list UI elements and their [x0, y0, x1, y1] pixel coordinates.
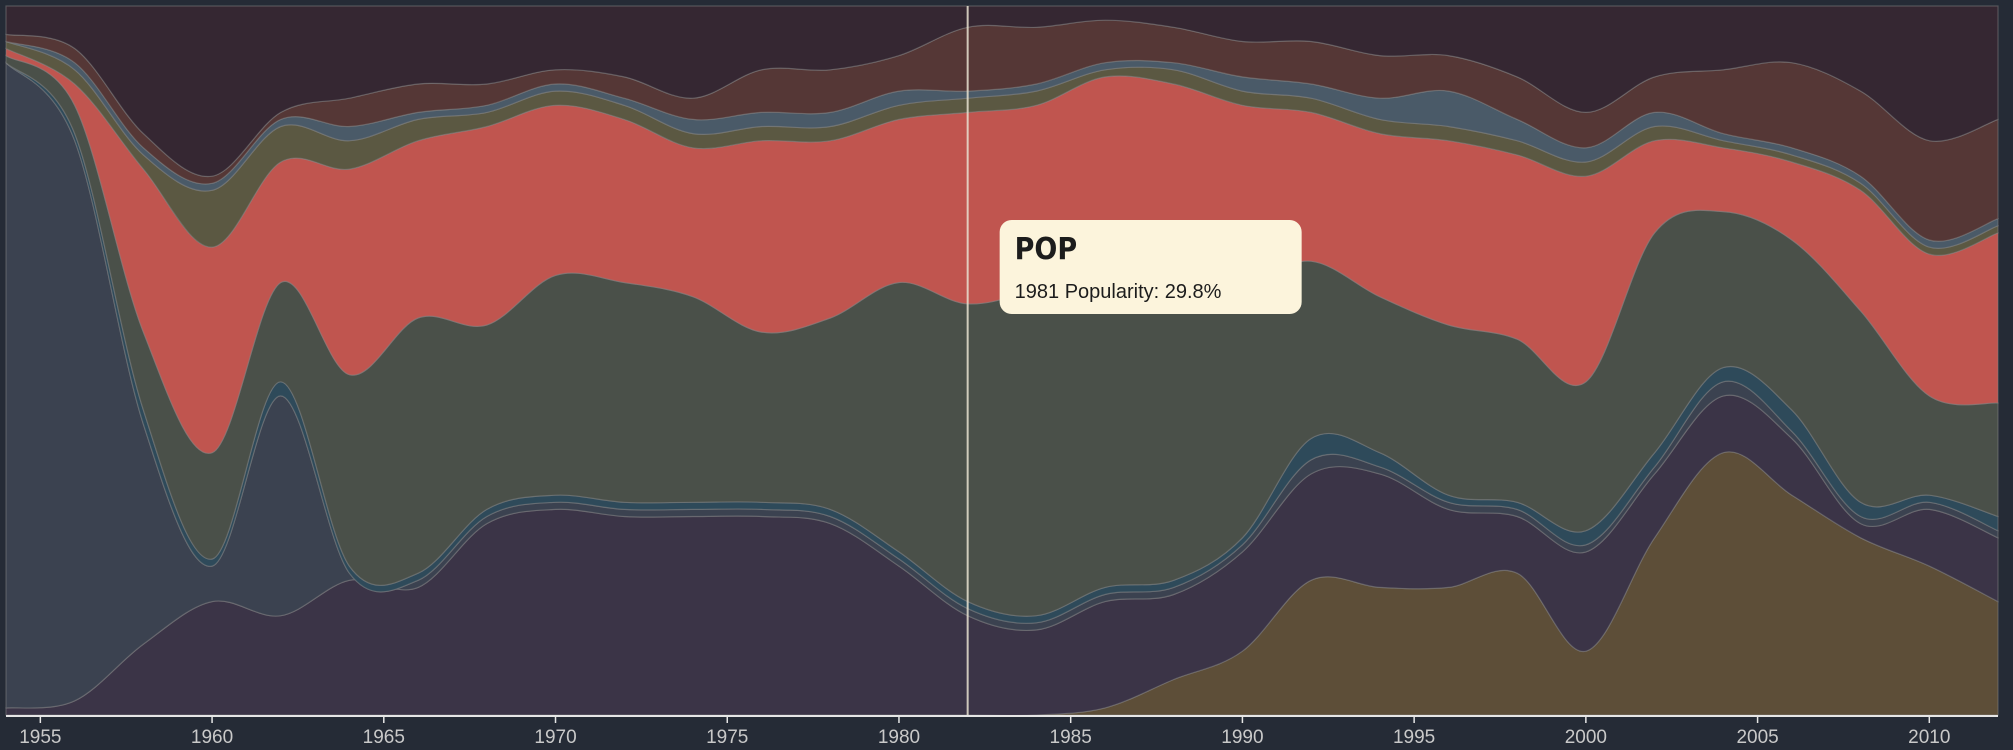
x-tick-label: 2010: [1908, 727, 1950, 748]
stream-layer: [5, 54, 1999, 617]
x-tick-label: 1960: [191, 727, 233, 748]
stream-layer: [5, 5, 1999, 178]
x-tick-label: 1985: [1050, 727, 1092, 748]
areas: [5, 5, 1999, 717]
tooltip-text: 1981 Popularity: 29.8%: [1015, 281, 1222, 303]
x-tick-label: 1995: [1393, 727, 1435, 748]
x-tick-label: 1970: [534, 727, 576, 748]
x-tick-label: 1980: [878, 727, 920, 748]
x-tick-label: 1975: [706, 727, 748, 748]
x-tick-label: 2005: [1736, 727, 1778, 748]
overlay: POP 1981 Popularity: 29.8%: [966, 6, 1302, 715]
tooltip-box: [999, 220, 1302, 314]
x-tick-label: 1990: [1221, 727, 1263, 748]
x-axis: 1955 1960 1965 1970 1975 1980 1985 1990 1995 2000…: [6, 715, 1998, 748]
x-tick-label: 1955: [19, 727, 61, 748]
tooltip-title: POP: [1015, 232, 1078, 267]
x-tick-label: 2000: [1565, 727, 1607, 748]
x-tick-label: 1965: [363, 727, 405, 748]
